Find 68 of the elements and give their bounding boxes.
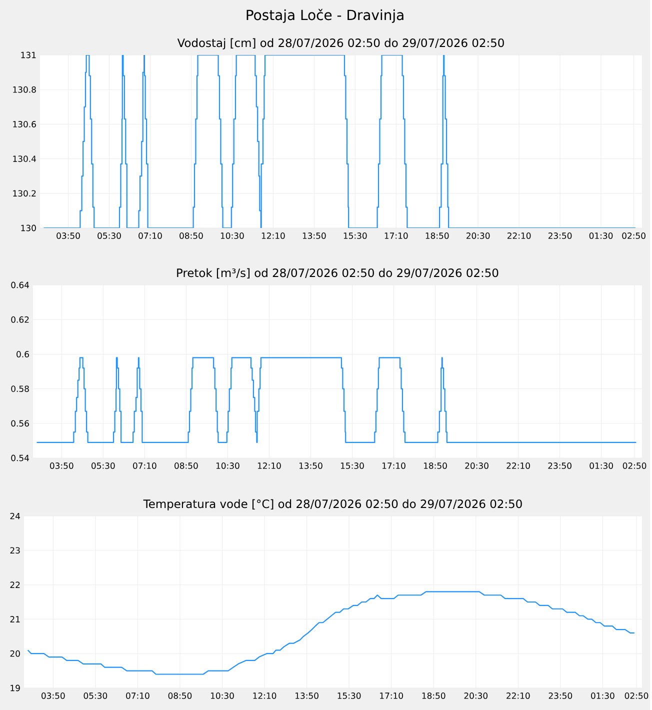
x-tick-label: 07:10	[126, 692, 150, 699]
x-tick-label: 08:50	[180, 232, 203, 239]
x-tick-label: 15:30	[340, 462, 364, 469]
x-tick-label: 15:30	[344, 232, 367, 239]
line-series	[27, 591, 635, 675]
x-tick-label: 05:30	[84, 692, 108, 699]
x-tick-label: 23:50	[548, 692, 572, 699]
y-tick-label: 0.6	[16, 350, 29, 358]
chart-title: Postaja Loče - Dravinja	[246, 8, 404, 23]
x-tick-label: 18:50	[426, 232, 449, 239]
y-tick-label: 131	[21, 52, 36, 58]
x-tick-label: 20:30	[465, 462, 488, 469]
x-tick-label: 02:50	[624, 692, 648, 699]
x-tick-label: 02:50	[622, 462, 646, 469]
x-tick-label: 08:50	[168, 692, 192, 699]
x-tick-label: 13:50	[302, 232, 326, 239]
x-tick-label: 02:50	[622, 232, 646, 239]
x-tick-label: 23:50	[548, 462, 572, 469]
x-tick-label: 08:50	[174, 462, 198, 469]
chart-title: Pretok [m³/s] od 28/07/2026 02:50 do 29/07/2026 02:50	[177, 268, 498, 279]
x-tick-label: 18:50	[422, 692, 446, 699]
x-tick-label: 01:30	[589, 232, 613, 239]
y-tick-label: 130.2	[13, 190, 36, 197]
y-tick-label: 0.58	[11, 386, 29, 392]
x-tick-label: 03:50	[50, 462, 74, 469]
y-tick-label: 130.6	[13, 120, 36, 128]
x-tick-label: 03:50	[56, 232, 80, 239]
y-tick-label: 130.4	[13, 156, 36, 162]
y-tick-label: 20	[10, 650, 20, 657]
x-tick-label: 23:50	[548, 232, 572, 239]
x-tick-label: 12:10	[258, 462, 281, 469]
chart-title: Temperatura vode [°C] od 28/07/2026 02:50 do 29/07/2026 02:50	[143, 499, 522, 510]
x-tick-label: 13:50	[296, 692, 318, 699]
x-tick-label: 05:30	[92, 462, 115, 469]
y-tick-label: 130	[21, 224, 36, 232]
x-tick-label: 07:10	[138, 232, 162, 239]
y-tick-label: 0.62	[11, 316, 29, 323]
x-tick-label: 17:10	[382, 462, 406, 469]
x-tick-label: 22:10	[507, 232, 531, 239]
x-tick-label: 17:10	[384, 232, 408, 239]
x-tick-label: 17:10	[380, 692, 403, 699]
y-tick-label: 24	[10, 512, 20, 520]
x-tick-label: 22:10	[506, 692, 530, 699]
x-tick-label: 22:10	[506, 462, 530, 469]
x-tick-label: 10:30	[210, 692, 234, 699]
x-tick-label: 12:10	[262, 232, 285, 239]
x-tick-label: 05:30	[98, 232, 121, 239]
x-tick-label: 03:50	[42, 692, 65, 699]
y-tick-label: 0.54	[11, 454, 29, 462]
chart-subtitle: Vodostaj [cm] od 28/07/2026 02:50 do 29/07/2026 02:50	[177, 38, 504, 50]
x-tick-label: 07:10	[133, 462, 156, 469]
x-tick-label: 10:30	[220, 232, 244, 239]
y-tick-label: 0.64	[11, 282, 29, 288]
y-tick-label: 21	[10, 616, 20, 622]
x-tick-label: 18:50	[424, 462, 447, 469]
y-tick-label: 130.8	[13, 86, 36, 93]
y-tick-label: 0.56	[11, 420, 29, 427]
y-tick-label: 22	[10, 582, 20, 588]
y-tick-label: 19	[10, 684, 20, 692]
x-tick-label: 01:30	[590, 462, 613, 469]
x-tick-label: 20:30	[466, 232, 490, 239]
x-tick-label: 20:30	[464, 692, 488, 699]
y-tick-label: 23	[10, 547, 20, 554]
x-tick-label: 10:30	[216, 462, 240, 469]
x-tick-label: 13:50	[299, 462, 322, 469]
x-tick-label: 12:10	[253, 692, 276, 699]
x-tick-label: 15:30	[338, 692, 361, 699]
x-tick-label: 01:30	[591, 692, 614, 699]
